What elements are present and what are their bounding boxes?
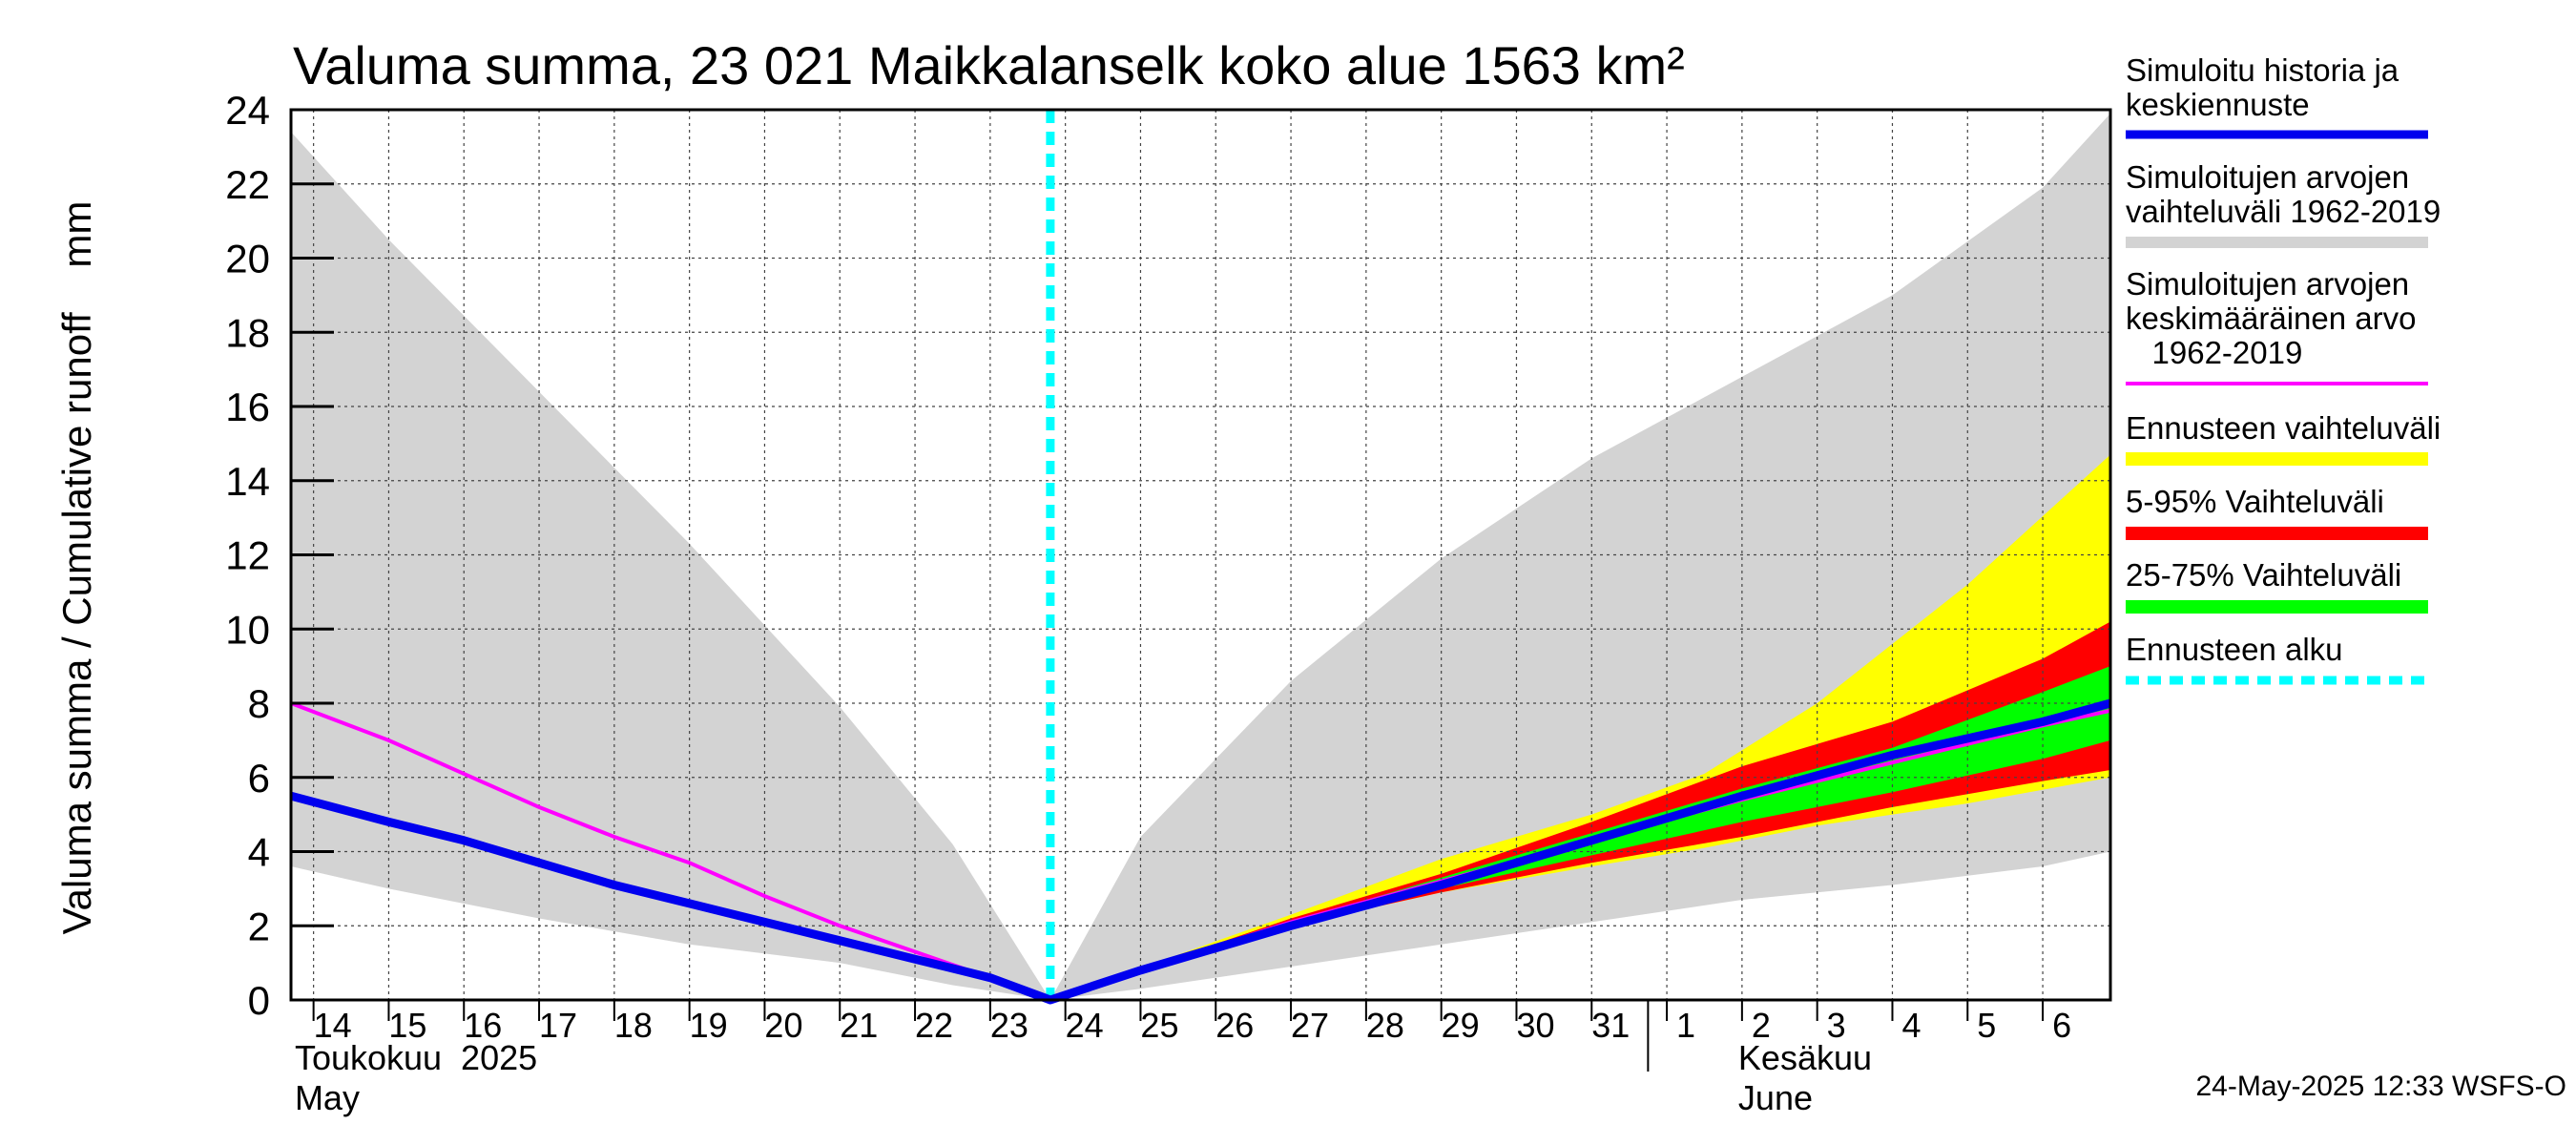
x-day-label: 29 bbox=[1442, 1006, 1480, 1045]
y-axis-label: Valuma summa / Cumulative runoff mm bbox=[54, 201, 99, 935]
x-day-label: 14 bbox=[314, 1006, 352, 1045]
x-axis: 14 15 16 17 18 19 20 21 22 23 24 25 26 27 28 29 30 31 1 2 3 4… bbox=[295, 1000, 2071, 1117]
x-day-label: 26 bbox=[1215, 1006, 1254, 1045]
simulated-history-line bbox=[289, 698, 2112, 1005]
x-month-label: Kesäkuu bbox=[1738, 1038, 1872, 1077]
x-month-label: Toukokuu 2025 bbox=[295, 1038, 537, 1077]
y-tick-label: 0 bbox=[248, 978, 270, 1023]
chart-title: Valuma summa, 23 021 Maikkalanselk koko … bbox=[293, 35, 1685, 95]
legend-label: Simuloitujen arvojen bbox=[2126, 266, 2409, 302]
x-day-label: 1 bbox=[1676, 1006, 1695, 1045]
plot-area bbox=[289, 108, 2112, 1005]
legend-label: keskimääräinen arvo bbox=[2126, 301, 2416, 336]
y-tick-label: 14 bbox=[225, 459, 270, 504]
y-tick-label: 12 bbox=[225, 533, 270, 578]
legend-item-range: Simuloitujen arvojen vaihteluväli 1962-2… bbox=[2126, 159, 2441, 248]
y-tick-label: 18 bbox=[225, 310, 270, 355]
y-tick-label: 6 bbox=[248, 756, 270, 801]
timestamp-footer: 24-May-2025 12:33 WSFS-O bbox=[2196, 1071, 2567, 1102]
y-tick-label: 4 bbox=[248, 830, 270, 875]
x-month-label-english: May bbox=[295, 1078, 360, 1117]
x-day-label: 25 bbox=[1140, 1006, 1178, 1045]
legend-item-forecast-range: Ennusteen vaihteluväli bbox=[2126, 410, 2441, 466]
legend-item-mean: Simuloitujen arvojen keskimääräinen arvo… bbox=[2126, 266, 2428, 385]
y-tick-label: 22 bbox=[225, 162, 270, 207]
x-month-label-english: June bbox=[1738, 1078, 1813, 1117]
x-day-label: 18 bbox=[614, 1006, 653, 1045]
legend-label: Ennusteen alku bbox=[2126, 632, 2343, 667]
legend-label: vaihteluväli 1962-2019 bbox=[2126, 194, 2441, 229]
legend-item-band-25-75: 25-75% Vaihteluväli bbox=[2126, 557, 2428, 614]
legend-label: 25-75% Vaihteluväli bbox=[2126, 557, 2401, 593]
range-1962-2019-area bbox=[291, 113, 2110, 1000]
y-tick-label: 20 bbox=[225, 237, 270, 281]
y-tick-label: 10 bbox=[225, 607, 270, 652]
x-day-label: 5 bbox=[1977, 1006, 1996, 1045]
legend-item-forecast-start: Ennusteen alku bbox=[2126, 632, 2428, 685]
x-day-label: 24 bbox=[1066, 1006, 1104, 1045]
x-day-label: 19 bbox=[690, 1006, 728, 1045]
x-day-label: 27 bbox=[1291, 1006, 1329, 1045]
x-day-label: 2 bbox=[1752, 1006, 1771, 1045]
x-day-label: 20 bbox=[764, 1006, 802, 1045]
legend-label: Simuloitujen arvojen bbox=[2126, 159, 2409, 195]
x-day-label: 28 bbox=[1366, 1006, 1404, 1045]
y-tick-label: 24 bbox=[225, 88, 270, 133]
legend-label: 5-95% Vaihteluväli bbox=[2126, 484, 2384, 519]
x-day-label: 22 bbox=[915, 1006, 953, 1045]
legend-label: keskiennuste bbox=[2126, 87, 2310, 122]
x-day-label: 17 bbox=[539, 1006, 577, 1045]
x-day-label: 4 bbox=[1901, 1006, 1921, 1045]
x-day-label: 31 bbox=[1591, 1006, 1630, 1045]
x-day-label: 23 bbox=[990, 1006, 1028, 1045]
x-day-label: 3 bbox=[1827, 1006, 1846, 1045]
x-day-label: 6 bbox=[2052, 1006, 2071, 1045]
y-tick-label: 2 bbox=[248, 904, 270, 948]
x-day-label: 15 bbox=[388, 1006, 426, 1045]
y-tick-label: 8 bbox=[248, 681, 270, 726]
x-day-label: 30 bbox=[1516, 1006, 1554, 1045]
legend-label: 1962-2019 bbox=[2126, 335, 2302, 370]
legend-label: Ennusteen vaihteluväli bbox=[2126, 410, 2441, 446]
legend: Simuloitu historia ja keskiennuste Simul… bbox=[2126, 52, 2441, 685]
legend-item-history: Simuloitu historia ja keskiennuste bbox=[2126, 52, 2428, 139]
y-tick-label: 16 bbox=[225, 385, 270, 429]
legend-item-band-5-95: 5-95% Vaihteluväli bbox=[2126, 484, 2428, 540]
grid-lines bbox=[291, 110, 2110, 1000]
x-day-label: 21 bbox=[840, 1006, 878, 1045]
x-day-label: 16 bbox=[464, 1006, 502, 1045]
legend-label: Simuloitu historia ja bbox=[2126, 52, 2399, 88]
